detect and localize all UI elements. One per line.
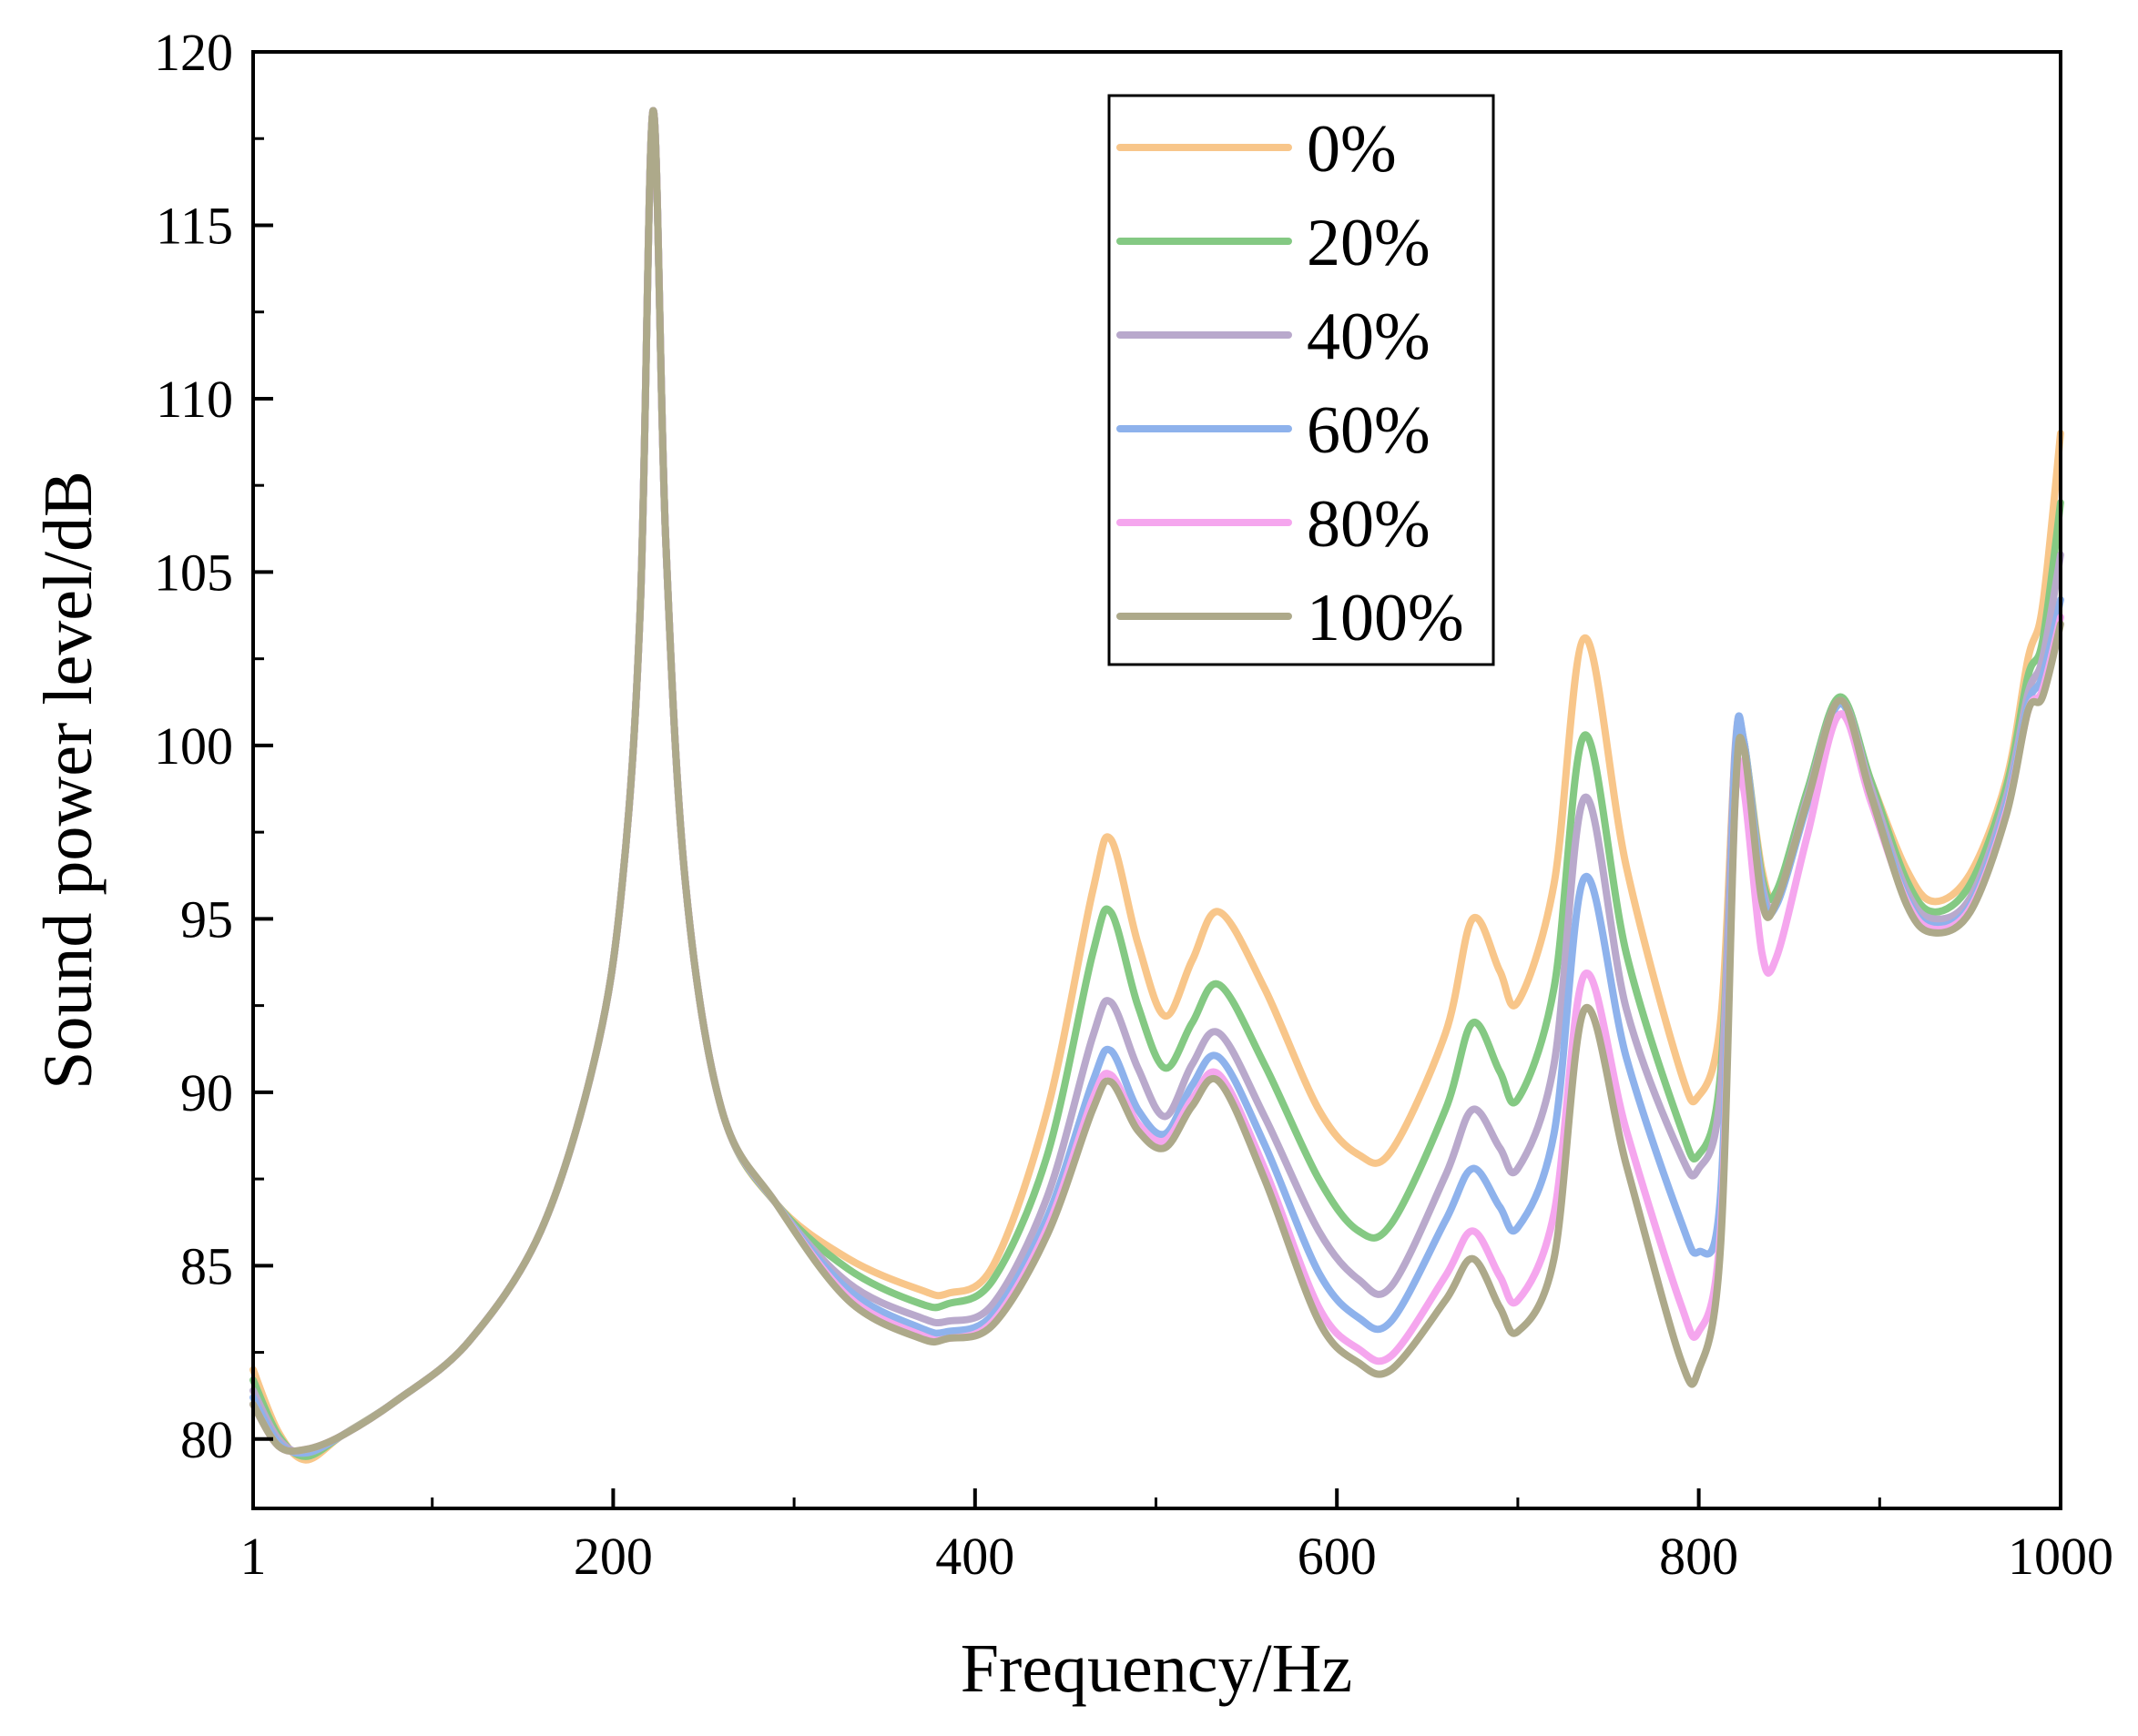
y-tick-label: 90 bbox=[180, 1063, 233, 1122]
x-axis: 1 200 400 600 800 1000 bbox=[240, 1488, 2113, 1586]
y-tick-label: 120 bbox=[154, 23, 233, 82]
x-tick-label: 200 bbox=[574, 1527, 653, 1586]
y-tick-label: 110 bbox=[156, 370, 233, 429]
x-tick-label: 400 bbox=[935, 1527, 1014, 1586]
y-axis-title: Sound power level/dB bbox=[30, 471, 107, 1090]
legend-label: 60% bbox=[1307, 393, 1430, 468]
legend-label: 20% bbox=[1307, 206, 1430, 280]
legend-label: 100% bbox=[1307, 581, 1464, 655]
x-tick-label: 1000 bbox=[2008, 1527, 2113, 1586]
x-tick-label: 1 bbox=[240, 1527, 267, 1586]
y-tick-label: 115 bbox=[156, 196, 233, 255]
x-tick-label: 800 bbox=[1659, 1527, 1738, 1586]
x-axis-title: Frequency/Hz bbox=[961, 1630, 1353, 1707]
x-tick-label: 600 bbox=[1298, 1527, 1377, 1586]
legend-label: 0% bbox=[1307, 112, 1397, 187]
y-axis: 80 85 90 95 100 105 110 115 120 bbox=[154, 23, 273, 1469]
y-tick-label: 80 bbox=[180, 1410, 233, 1469]
legend-label: 40% bbox=[1307, 299, 1430, 374]
series-line-100pct bbox=[249, 107, 2064, 1456]
y-tick-label: 105 bbox=[154, 543, 233, 602]
legend-label: 80% bbox=[1307, 487, 1430, 562]
legend-box bbox=[1107, 94, 1495, 666]
series-layer bbox=[249, 107, 2064, 1464]
y-tick-label: 100 bbox=[154, 716, 233, 776]
y-tick-label: 85 bbox=[180, 1236, 233, 1295]
y-tick-label: 95 bbox=[180, 889, 233, 949]
legend: 0% 20% 40% 60% 80% 100% bbox=[1107, 94, 1495, 666]
